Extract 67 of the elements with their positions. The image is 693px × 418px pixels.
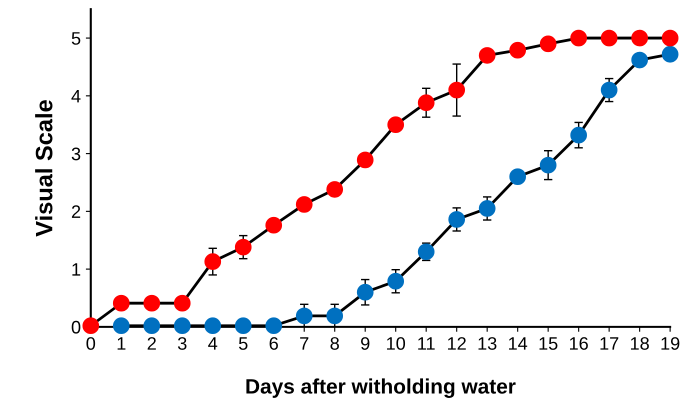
point xyxy=(296,196,313,213)
point xyxy=(112,317,130,334)
x-tick-label: 11 xyxy=(418,337,435,350)
point xyxy=(174,294,191,312)
x-tick-label: 18 xyxy=(630,337,649,350)
y-tick-label: 1 xyxy=(72,263,80,276)
point xyxy=(356,284,374,301)
point xyxy=(418,94,435,112)
point xyxy=(540,36,556,52)
point xyxy=(143,294,160,312)
point xyxy=(356,152,374,168)
point xyxy=(509,42,526,59)
point xyxy=(662,46,678,63)
point xyxy=(631,52,648,68)
x-tick-label: 8 xyxy=(330,337,339,350)
point xyxy=(326,181,344,198)
x-tick-label: 13 xyxy=(478,337,496,350)
point xyxy=(234,317,252,334)
y-axis-title: Visual Scale xyxy=(35,100,52,237)
point xyxy=(387,272,404,290)
y-tick-label: 2 xyxy=(72,205,80,218)
x-tick-label: 9 xyxy=(361,337,370,350)
x-tick-label: 5 xyxy=(238,337,248,350)
point xyxy=(448,211,466,228)
point xyxy=(570,30,587,46)
point xyxy=(143,317,160,334)
x-tick-label: 2 xyxy=(148,337,156,350)
x-tick-label: 17 xyxy=(600,337,618,350)
point xyxy=(448,82,466,98)
point xyxy=(478,200,496,217)
x-tick-label: 4 xyxy=(208,337,218,350)
x-tick-label: 6 xyxy=(270,337,278,350)
point xyxy=(326,308,344,324)
x-axis-title: Days after witholding water xyxy=(246,378,516,398)
point xyxy=(418,243,435,260)
x-tick-label: 1 xyxy=(118,337,126,350)
x-tick-label: 15 xyxy=(540,337,558,350)
point xyxy=(600,82,618,98)
point xyxy=(509,168,526,186)
point xyxy=(112,294,130,312)
x-tick-label: 3 xyxy=(178,337,186,350)
point xyxy=(204,253,222,270)
point xyxy=(174,317,191,334)
point xyxy=(662,30,678,46)
point xyxy=(82,317,100,334)
x-tick-label: 0 xyxy=(86,337,96,350)
x-tick-label: 16 xyxy=(570,337,588,350)
y-tick-label: 4 xyxy=(71,90,81,102)
point xyxy=(265,216,282,234)
x-tick-label: 14 xyxy=(509,337,528,350)
y-tick-label: 0 xyxy=(72,320,80,334)
point xyxy=(265,317,282,334)
point xyxy=(387,116,404,134)
y-tick-label: 5 xyxy=(72,32,80,45)
point xyxy=(600,30,618,46)
point xyxy=(570,126,587,144)
point xyxy=(204,317,222,334)
point xyxy=(540,156,556,174)
point xyxy=(234,238,252,256)
x-tick-label: 12 xyxy=(448,337,466,350)
point xyxy=(631,30,648,46)
x-tick-label: 19 xyxy=(661,337,680,350)
y-tick-label: 3 xyxy=(72,148,80,160)
point xyxy=(296,308,313,324)
x-tick-label: 7 xyxy=(300,337,308,350)
x-tick-label: 10 xyxy=(387,337,406,350)
point xyxy=(478,47,496,64)
